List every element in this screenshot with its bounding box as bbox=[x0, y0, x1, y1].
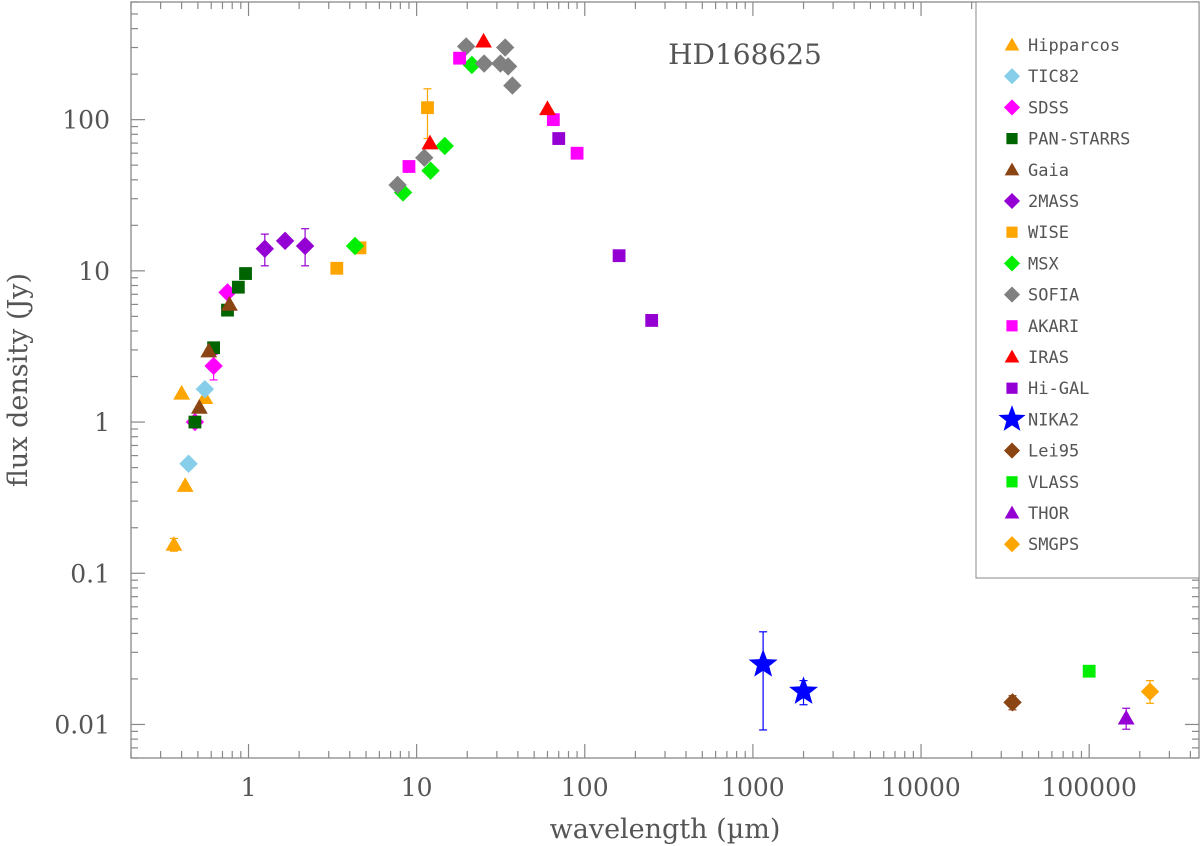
legend-label-pan-starrs: PAN-STARRS bbox=[1028, 130, 1130, 150]
axis-tick-labels: 1 10 100 1000 10000 100000 0.01 0.1 1 10 100 bbox=[54, 106, 1137, 802]
y-tick-label: 0.1 bbox=[70, 559, 110, 588]
thor-point bbox=[1117, 709, 1135, 725]
legend-label-iras: IRAS bbox=[1028, 348, 1069, 368]
msx-point bbox=[462, 55, 482, 75]
gaia-point bbox=[221, 296, 238, 311]
sofia-point bbox=[415, 148, 434, 167]
x-tick-label: 100000 bbox=[1041, 773, 1136, 802]
legend-label-gaia: Gaia bbox=[1028, 161, 1069, 181]
legend-label-hi-gal: Hi-GAL bbox=[1028, 379, 1089, 399]
legend-marker-tic82 bbox=[1003, 68, 1021, 85]
wise-point bbox=[421, 101, 434, 115]
legend-marker-vlass bbox=[1006, 476, 1018, 488]
legend-marker-gaia bbox=[1004, 162, 1020, 176]
legend-marker-sofia bbox=[1003, 286, 1021, 303]
hipparcos-point bbox=[173, 384, 191, 400]
legend-marker-2mass bbox=[1003, 192, 1021, 210]
2mass-point bbox=[255, 239, 275, 258]
iras-point bbox=[539, 100, 556, 116]
hipparcos-point bbox=[165, 536, 183, 551]
sofia-point bbox=[495, 38, 515, 57]
legend-label-lei95: Lei95 bbox=[1028, 442, 1079, 462]
legend-marker-akari bbox=[1006, 320, 1018, 332]
legend-label-tic82: TIC82 bbox=[1028, 67, 1079, 87]
sofia-point bbox=[498, 57, 518, 76]
pan-starrs-point bbox=[239, 267, 252, 280]
x-tick-label: 10000 bbox=[881, 773, 961, 802]
wise-point bbox=[330, 261, 344, 275]
legend-marker-hipparcos bbox=[1004, 37, 1020, 51]
x-axis-title: wavelength (µm) bbox=[550, 814, 781, 845]
msx-point bbox=[421, 161, 440, 180]
2mass-point bbox=[295, 236, 315, 256]
data-points bbox=[165, 32, 1160, 725]
legend-marker-nika2 bbox=[998, 405, 1026, 431]
sofia-point bbox=[503, 76, 522, 95]
akari-point bbox=[402, 160, 416, 173]
y-tick-label: 100 bbox=[62, 106, 110, 135]
hi-gal-point bbox=[645, 314, 659, 327]
legend-marker-msx bbox=[1003, 255, 1021, 272]
pan-starrs-point bbox=[188, 415, 202, 429]
chart-title: HD168625 bbox=[668, 38, 822, 71]
vlass-point bbox=[1082, 664, 1096, 678]
legend-marker-sdss bbox=[1003, 99, 1021, 116]
legend-marker-lei95 bbox=[1003, 442, 1021, 459]
legend-label-akari: AKARI bbox=[1028, 317, 1079, 337]
lei95-point bbox=[1003, 693, 1022, 712]
akari-point bbox=[453, 51, 466, 65]
legend-marker-pan-starrs bbox=[1006, 133, 1018, 145]
legend-marker-hi-gal bbox=[1006, 382, 1018, 394]
y-tick-label: 10 bbox=[78, 257, 110, 286]
iras-point bbox=[475, 32, 492, 48]
legend-label-wise: WISE bbox=[1028, 223, 1069, 243]
legend-marker-thor bbox=[1004, 505, 1020, 519]
legend-label-hipparcos: Hipparcos bbox=[1028, 36, 1120, 56]
y-tick-label: 1 bbox=[94, 408, 110, 437]
legend-label-smgps: SMGPS bbox=[1028, 535, 1079, 555]
pan-starrs-point bbox=[231, 280, 245, 294]
legend-label-nika2: NIKA2 bbox=[1028, 410, 1079, 430]
x-tick-label: 100 bbox=[561, 773, 609, 802]
sofia-point bbox=[388, 175, 407, 195]
gaia-point bbox=[200, 342, 218, 358]
x-tick-label: 1 bbox=[241, 773, 257, 802]
x-tick-label: 1000 bbox=[721, 773, 785, 802]
hipparcos-point bbox=[176, 477, 194, 492]
legend-marker-iras bbox=[1004, 349, 1020, 363]
akari-point bbox=[546, 113, 560, 127]
msx-point bbox=[345, 236, 365, 256]
legend-label-sdss: SDSS bbox=[1028, 98, 1069, 118]
sofia-point bbox=[456, 37, 476, 56]
legend: Hipparcos TIC82 SDSS PAN-STARRS Gaia 2MASS WIS… bbox=[975, 1, 1200, 579]
msx-point bbox=[435, 136, 454, 156]
sofia-point bbox=[474, 54, 494, 73]
legend-label-sofia: SOFIA bbox=[1028, 286, 1079, 306]
hi-gal-point bbox=[552, 132, 566, 145]
iras-point bbox=[421, 134, 439, 150]
legend-label-2mass: 2MASS bbox=[1028, 192, 1079, 212]
tic82-point bbox=[195, 379, 215, 399]
legend-label-thor: THOR bbox=[1028, 504, 1070, 524]
tic82-point bbox=[179, 454, 198, 473]
legend-marker-smgps bbox=[1003, 536, 1021, 553]
y-tick-label: 0.01 bbox=[54, 710, 110, 739]
akari-point bbox=[570, 146, 584, 160]
legend-label-msx: MSX bbox=[1028, 254, 1059, 274]
smgps-point bbox=[1140, 682, 1160, 701]
legend-label-vlass: VLASS bbox=[1028, 473, 1079, 493]
gaia-point bbox=[190, 399, 208, 414]
2mass-point bbox=[275, 231, 295, 251]
legend-marker-wise bbox=[1006, 226, 1018, 238]
nika2-point bbox=[789, 676, 818, 704]
y-axis-title: flux density (Jy) bbox=[3, 273, 34, 487]
hi-gal-point bbox=[612, 249, 626, 263]
x-tick-label: 10 bbox=[401, 773, 433, 802]
sdss-point bbox=[204, 356, 223, 376]
nika2-point bbox=[748, 649, 778, 677]
